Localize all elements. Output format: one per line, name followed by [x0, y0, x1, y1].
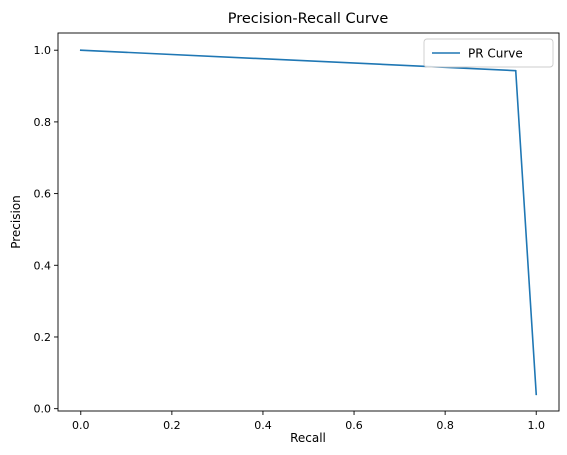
y-tick-label: 0.8 [34, 116, 52, 129]
x-tick-label: 0.8 [436, 419, 454, 432]
plot-frame [57, 32, 560, 412]
x-tick-label: 0.4 [254, 419, 272, 432]
legend-box [423, 38, 554, 68]
chart-title: Precision-Recall Curve [228, 11, 389, 27]
y-tick-label: 0.2 [34, 331, 52, 344]
series-line-pr-curve [79, 49, 538, 396]
series-layer [79, 49, 538, 396]
x-tick-label: 1.0 [527, 419, 545, 432]
legend-label-pr-curve: PR Curve [468, 47, 523, 61]
y-tick-label: 0.4 [34, 259, 52, 272]
y-axis-label: Precision [9, 195, 23, 249]
y-axis-ticks: 0.0 0.2 0.4 0.6 0.8 1.0 [34, 44, 58, 416]
data-point [79, 49, 82, 52]
x-tick-label: 0.2 [163, 419, 181, 432]
legend: PR Curve [423, 38, 554, 68]
x-axis-ticks: 0.0 0.2 0.4 0.6 0.8 1.0 [72, 411, 545, 432]
y-tick-label: 0.0 [34, 403, 52, 416]
x-tick-label: 0.6 [345, 419, 363, 432]
x-tick-label: 0.0 [72, 419, 90, 432]
x-axis-label: Recall [290, 431, 326, 445]
data-point [514, 69, 517, 72]
y-tick-label: 1.0 [34, 44, 52, 57]
data-point [535, 393, 538, 396]
y-tick-label: 0.6 [34, 188, 52, 201]
